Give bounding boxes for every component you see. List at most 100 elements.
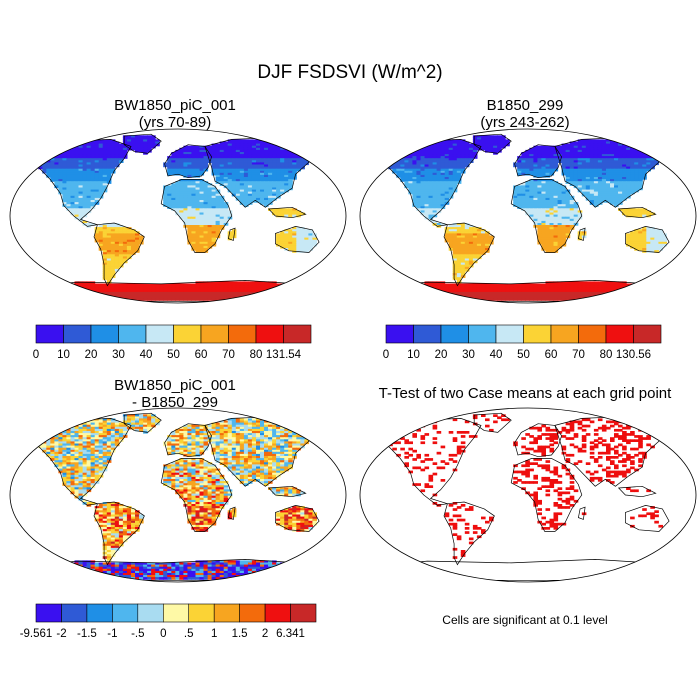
map-2-cell <box>521 170 526 174</box>
map-1-cell <box>268 181 273 184</box>
map-2-cell <box>428 168 434 172</box>
map-2-cell <box>565 225 571 228</box>
map-1-cell <box>102 183 108 186</box>
map-1-cell <box>175 195 180 199</box>
panel-1-subtitle: (yrs 70-89) <box>138 114 212 131</box>
map-1-cell <box>320 291 326 295</box>
map-1-cell <box>98 168 104 172</box>
map-1-cell <box>256 179 261 182</box>
map-2-cell <box>573 218 579 222</box>
map-1-cell <box>131 283 136 287</box>
map-1-cell <box>98 195 104 199</box>
map-1-cell <box>66 189 71 193</box>
map-1-cell <box>131 139 136 143</box>
map-2-cell <box>428 204 434 207</box>
map-1-cell <box>78 281 84 285</box>
map-2-cell <box>553 183 559 186</box>
map-1-cell <box>227 283 233 287</box>
map-1-cell <box>62 200 67 203</box>
map-1-cell <box>235 152 241 155</box>
panel-1-title: BW1850_piC_001 (yrs 70-89) <box>15 97 335 131</box>
map-1-cell <box>211 210 217 214</box>
map-2-cell <box>557 214 563 218</box>
map-2-cell <box>444 172 450 176</box>
map-1-cell <box>260 143 265 147</box>
map-1-cell <box>211 218 217 222</box>
map-1-cell <box>260 164 265 168</box>
map-1-cell <box>171 193 176 197</box>
map-1-cell <box>106 227 112 230</box>
map-1-cell <box>66 202 71 205</box>
map-1-cell <box>179 149 184 153</box>
map-1-cell <box>159 291 164 295</box>
map-2-cell <box>593 191 599 195</box>
map-1-cell <box>231 183 237 186</box>
map-1-cell <box>82 200 88 203</box>
map-1-cell <box>70 206 76 209</box>
map-1-cell <box>256 158 261 161</box>
map-1-cell <box>219 225 225 228</box>
map-2-cell <box>606 158 611 161</box>
map-2-cell <box>485 287 490 291</box>
map-1-cell <box>219 160 225 163</box>
map-2-cell <box>517 187 522 191</box>
map-1-cell <box>280 179 285 182</box>
map-1-cell <box>106 177 112 180</box>
map-1-cell <box>276 189 281 193</box>
map-1-cell <box>272 137 277 141</box>
map-2-cell <box>549 227 555 230</box>
map-2-cell <box>436 287 442 291</box>
map-1-cell <box>78 183 84 186</box>
map-1-cell <box>163 193 168 197</box>
map-1-cell <box>195 206 201 209</box>
map-2-cell <box>597 160 603 163</box>
map-2-cell <box>589 170 595 174</box>
map-1-cell <box>231 189 237 193</box>
map-1-cell <box>98 294 104 297</box>
map-2-cell <box>618 208 623 211</box>
map-1-cell <box>50 174 55 178</box>
map-1-cell <box>167 287 172 291</box>
map-1-cell <box>308 243 313 247</box>
map-2-cell <box>396 285 401 289</box>
map-2-cell <box>634 162 639 166</box>
map-2-cell <box>476 245 482 249</box>
map-1-cell <box>215 156 221 159</box>
map-1-cell <box>122 231 128 234</box>
map-1-cell <box>227 154 233 157</box>
map-1-cell <box>163 298 168 301</box>
map-1-cell <box>300 298 305 301</box>
map-2-cell <box>565 170 571 174</box>
map-1-cell <box>223 160 229 163</box>
map-2-cell <box>432 193 438 197</box>
map-1-cell <box>195 158 201 161</box>
map-1-cell <box>199 145 205 149</box>
map-2-cell <box>561 185 567 189</box>
map-1-cell <box>264 281 269 285</box>
map-2-cell <box>622 181 627 184</box>
map-2-cell <box>529 170 534 174</box>
map-1-cell <box>118 248 124 251</box>
map-1-cell <box>251 183 257 186</box>
map-1-cell <box>163 287 168 291</box>
map-1-cell <box>304 294 309 297</box>
map-1-cell <box>78 296 84 299</box>
map-1-cell <box>102 158 108 161</box>
map-1-cell <box>223 218 229 222</box>
map-2-cell <box>553 216 559 220</box>
map-2-cell <box>400 147 405 151</box>
map-1-cell <box>243 287 249 291</box>
map-1-cell <box>175 166 180 170</box>
map-2-cell <box>541 185 546 189</box>
map-2-cell <box>412 193 417 197</box>
map-1-cell <box>243 141 249 145</box>
map-1-cell <box>191 241 196 245</box>
map-1-cell <box>272 149 277 153</box>
map-1-cell <box>62 291 67 295</box>
map-2-cell <box>424 281 430 285</box>
map-1-cell <box>260 174 265 178</box>
map-1-cell <box>207 183 213 186</box>
map-1-cell <box>54 287 59 291</box>
map-1-cell <box>207 202 213 205</box>
map-2-cell <box>537 172 542 176</box>
